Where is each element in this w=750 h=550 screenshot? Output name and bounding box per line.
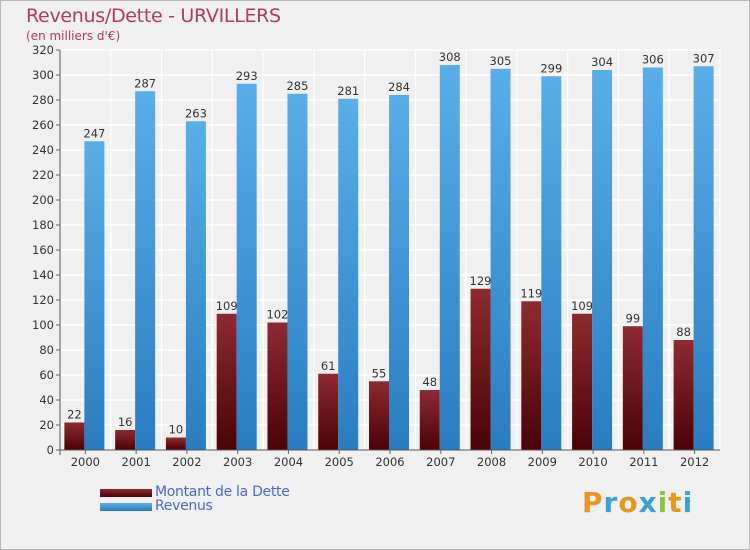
- debt-bar: [165, 437, 186, 450]
- x-tick-label: 2008: [477, 455, 506, 469]
- x-tick-label: 2001: [122, 455, 151, 469]
- y-tick-label: 80: [39, 343, 54, 357]
- revenus-value-label: 247: [83, 126, 105, 140]
- debt-value-label: 99: [626, 311, 641, 325]
- revenus-bar: [592, 70, 613, 450]
- x-tick-label: 2004: [274, 455, 303, 469]
- y-tick-label: 0: [47, 443, 54, 457]
- y-tick-label: 220: [32, 168, 54, 182]
- revenus-value-label: 304: [591, 55, 613, 69]
- revenus-bar: [236, 83, 257, 450]
- x-tick-label: 2010: [578, 455, 607, 469]
- logo-letter: i: [657, 486, 669, 519]
- x-tick-label: 2007: [426, 455, 455, 469]
- y-tick-label: 60: [39, 368, 54, 382]
- y-tick-label: 300: [32, 68, 54, 82]
- revenus-bar: [541, 76, 562, 450]
- debt-bar: [521, 301, 542, 450]
- y-tick-label: 140: [32, 268, 54, 282]
- logo-letter: r: [603, 486, 619, 519]
- debt-bar: [216, 313, 237, 450]
- debt-value-label: 61: [321, 359, 336, 373]
- revenus-bar: [693, 66, 714, 450]
- x-tick-label: 2012: [680, 455, 709, 469]
- chart-subtitle: (en milliers d'€): [26, 29, 121, 43]
- debt-bar: [572, 313, 593, 450]
- logo-letter: o: [618, 486, 639, 519]
- revenus-value-label: 308: [439, 50, 461, 64]
- revenus-value-label: 284: [388, 80, 410, 94]
- revenus-value-label: 263: [185, 106, 207, 120]
- legend-swatch-revenus: [100, 503, 152, 511]
- revenus-value-label: 306: [642, 53, 664, 67]
- revenus-bar: [185, 121, 206, 450]
- revenus-bar: [84, 141, 105, 450]
- debt-bar: [267, 322, 288, 450]
- debt-bar: [369, 381, 389, 450]
- logo-letter: P: [582, 486, 604, 519]
- debt-bar: [622, 326, 643, 450]
- revenus-bar: [135, 91, 156, 450]
- debt-value-label: 16: [118, 415, 133, 429]
- revenus-value-label: 281: [337, 84, 359, 98]
- debt-value-label: 102: [266, 308, 288, 322]
- revenus-bar: [389, 95, 409, 450]
- legend-swatch-debt: [100, 489, 152, 497]
- debt-bar: [115, 430, 136, 450]
- revenus-value-label: 285: [286, 79, 308, 93]
- debt-value-label: 109: [216, 299, 238, 313]
- revenus-value-label: 305: [490, 54, 512, 68]
- debt-value-label: 55: [372, 366, 387, 380]
- logo-letter: x: [638, 486, 658, 519]
- logo-letter: t: [668, 486, 683, 519]
- debt-value-label: 48: [422, 375, 437, 389]
- debt-value-label: 22: [67, 408, 82, 422]
- y-tick-label: 160: [32, 243, 54, 257]
- x-tick-label: 2000: [71, 455, 100, 469]
- y-tick-label: 120: [32, 293, 54, 307]
- logo-letter: i: [682, 486, 694, 519]
- y-tick-label: 40: [39, 393, 54, 407]
- debt-value-label: 109: [571, 299, 593, 313]
- debt-value-label: 129: [470, 274, 492, 288]
- revenus-value-label: 299: [540, 61, 562, 75]
- revenus-bar: [287, 93, 308, 450]
- x-tick-label: 2011: [629, 455, 658, 469]
- debt-bar: [470, 288, 491, 450]
- chart-title: Revenus/Dette - URVILLERS: [26, 5, 281, 27]
- y-tick-label: 200: [32, 193, 54, 207]
- revenus-bar: [490, 68, 511, 450]
- x-tick-label: 2005: [325, 455, 354, 469]
- x-tick-label: 2009: [528, 455, 557, 469]
- revenus-value-label: 287: [134, 76, 156, 90]
- y-tick-label: 260: [32, 118, 54, 132]
- revenus-bar: [439, 65, 460, 450]
- y-tick-label: 20: [39, 418, 54, 432]
- revenus-bar: [642, 67, 663, 450]
- y-tick-label: 180: [32, 218, 54, 232]
- x-tick-label: 2006: [375, 455, 404, 469]
- debt-bar: [419, 390, 440, 450]
- revenus-value-label: 293: [236, 69, 258, 83]
- legend-label-revenus: Revenus: [155, 498, 213, 514]
- x-tick-label: 2003: [223, 455, 252, 469]
- y-tick-label: 320: [32, 43, 54, 57]
- debt-bar: [64, 422, 85, 450]
- debt-bar: [318, 373, 339, 450]
- debt-value-label: 10: [169, 423, 184, 437]
- x-tick-label: 2002: [172, 455, 201, 469]
- debt-value-label: 119: [520, 286, 542, 300]
- y-tick-label: 280: [32, 93, 54, 107]
- debt-value-label: 88: [676, 325, 691, 339]
- proxiti-logo: Proxiti: [582, 486, 693, 519]
- y-tick-label: 240: [32, 143, 54, 157]
- legend-label-debt: Montant de la Dette: [155, 484, 290, 500]
- debt-bar: [673, 340, 694, 450]
- revenus-value-label: 307: [693, 51, 715, 65]
- revenus-bar: [338, 98, 359, 450]
- y-tick-label: 100: [32, 318, 54, 332]
